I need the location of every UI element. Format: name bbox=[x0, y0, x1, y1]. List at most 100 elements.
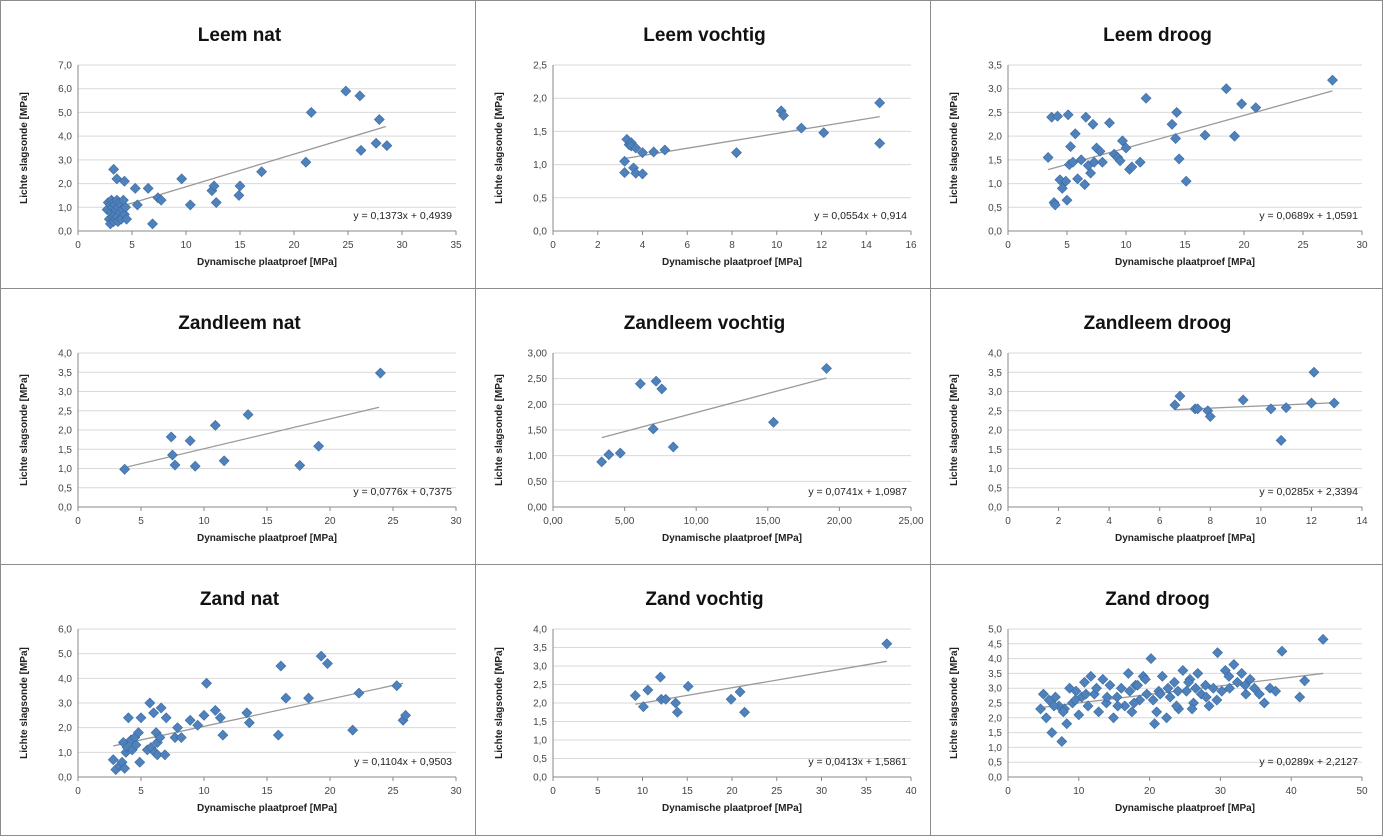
data-point bbox=[1112, 700, 1124, 712]
data-point bbox=[1192, 403, 1204, 415]
scatter-chart: Zand vochtig 0,0 0,5 1,0 1,5 2,0 2,5 3,0 3,5 4,0 0… bbox=[494, 589, 917, 814]
y-tick-label: 2,5 bbox=[988, 108, 1002, 119]
data-point bbox=[391, 680, 403, 692]
data-point bbox=[1228, 659, 1240, 670]
x-axis-label: Dynamische plaatproef [MPa] bbox=[1115, 257, 1255, 268]
data-point bbox=[778, 110, 789, 121]
y-tick-label: 2,0 bbox=[988, 132, 1002, 143]
data-point bbox=[209, 419, 221, 431]
data-point bbox=[1199, 129, 1211, 141]
data-point bbox=[1087, 118, 1099, 130]
data-point bbox=[1067, 156, 1079, 168]
data-point bbox=[373, 114, 385, 125]
data-point bbox=[1162, 682, 1174, 694]
data-point bbox=[637, 168, 648, 180]
data-point bbox=[1177, 665, 1189, 676]
data-point bbox=[1072, 173, 1084, 185]
data-point bbox=[313, 440, 325, 452]
data-point bbox=[119, 762, 131, 774]
data-point bbox=[1186, 703, 1198, 715]
x-tick-label: 0 bbox=[75, 240, 81, 251]
data-point bbox=[154, 732, 166, 743]
data-point bbox=[734, 686, 746, 698]
data-point bbox=[198, 709, 210, 721]
data-point bbox=[1154, 688, 1166, 700]
data-point bbox=[147, 218, 158, 230]
data-point bbox=[1035, 703, 1046, 715]
trendline-equation: y = 0,0689x + 1,0591 bbox=[1259, 210, 1358, 222]
y-tick-label: 1,0 bbox=[988, 179, 1002, 190]
x-tick-label: 25 bbox=[342, 240, 354, 251]
data-point bbox=[1149, 718, 1160, 730]
data-point bbox=[381, 140, 393, 152]
data-point bbox=[1237, 394, 1249, 406]
data-point bbox=[107, 754, 119, 766]
data-point bbox=[1236, 98, 1248, 110]
x-axis-label: Dynamische plaatproef [MPa] bbox=[662, 803, 802, 814]
data-point bbox=[1172, 685, 1184, 697]
y-tick-label: 2,0 bbox=[58, 723, 72, 734]
data-point bbox=[731, 147, 742, 159]
y-tick-label: 0,0 bbox=[58, 773, 72, 784]
data-point bbox=[1239, 679, 1251, 691]
y-tick-label: 4,0 bbox=[533, 625, 547, 636]
data-point bbox=[1240, 688, 1252, 700]
y-tick-label: 1,00 bbox=[528, 451, 548, 462]
x-tick-label: 10,00 bbox=[684, 516, 709, 527]
x-tick-label: 20 bbox=[726, 786, 738, 797]
data-point bbox=[1170, 133, 1181, 144]
y-tick-label: 0,50 bbox=[528, 477, 548, 488]
data-point bbox=[1147, 694, 1159, 706]
y-tick-label: 2,0 bbox=[533, 699, 547, 710]
x-tick-label: 35 bbox=[861, 786, 873, 797]
data-point bbox=[1164, 691, 1176, 703]
data-point bbox=[122, 712, 134, 724]
data-point bbox=[1327, 74, 1338, 86]
y-tick-label: 0,5 bbox=[988, 483, 1002, 494]
data-point bbox=[1169, 399, 1181, 411]
scatter-chart: Zandleem droog 0,0 0,5 1,0 1,5 2,0 2,5 3,0 3,5 4,… bbox=[949, 313, 1368, 544]
data-point bbox=[1174, 390, 1186, 402]
data-point bbox=[1091, 682, 1102, 694]
data-point bbox=[1294, 691, 1306, 703]
data-point bbox=[175, 732, 187, 743]
data-point bbox=[1056, 736, 1068, 747]
data-point bbox=[1200, 679, 1211, 691]
scatter-chart: Zandleem vochtig 0,00 0,50 1,00 1,50 2,00 2,50… bbox=[494, 313, 924, 544]
data-point bbox=[1061, 718, 1073, 730]
y-axis-label: Lichte slagsonde [MPa] bbox=[949, 647, 960, 759]
chart-panel: Zandleem nat 0,0 0,5 1,0 1,5 2,0 2,5 3,0 3,5 4,0 0… bbox=[0, 288, 477, 566]
data-point bbox=[131, 199, 143, 211]
data-point bbox=[134, 756, 146, 768]
y-tick-label: 3,5 bbox=[988, 61, 1002, 72]
data-point bbox=[821, 362, 832, 374]
y-tick-label: 4,0 bbox=[988, 654, 1002, 665]
x-tick-label: 25,00 bbox=[898, 516, 923, 527]
data-point bbox=[233, 190, 245, 201]
data-point bbox=[1111, 691, 1123, 703]
data-point bbox=[275, 660, 287, 672]
y-tick-label: 0,0 bbox=[988, 503, 1002, 514]
data-point bbox=[1096, 156, 1108, 168]
x-tick-label: 15 bbox=[1179, 240, 1191, 251]
x-tick-label: 10 bbox=[1255, 516, 1267, 527]
data-point bbox=[217, 729, 229, 741]
data-point bbox=[660, 693, 672, 705]
x-tick-label: 15 bbox=[261, 786, 273, 797]
data-point bbox=[1097, 673, 1109, 685]
y-tick-label: 1,5 bbox=[58, 445, 72, 456]
y-tick-label: 0,5 bbox=[988, 203, 1002, 214]
y-tick-label: 1,5 bbox=[988, 155, 1002, 166]
data-point bbox=[400, 709, 412, 721]
chart-title: Leem nat bbox=[198, 25, 282, 46]
data-point bbox=[1183, 676, 1194, 688]
data-point bbox=[1280, 402, 1292, 414]
data-point bbox=[184, 714, 196, 726]
y-tick-label: 5,0 bbox=[58, 108, 72, 119]
data-point bbox=[1057, 706, 1069, 718]
x-tick-label: 5 bbox=[138, 516, 144, 527]
data-point bbox=[155, 702, 167, 714]
data-point bbox=[654, 671, 666, 683]
y-tick-label: 2,0 bbox=[58, 179, 72, 190]
data-point bbox=[1229, 130, 1240, 142]
